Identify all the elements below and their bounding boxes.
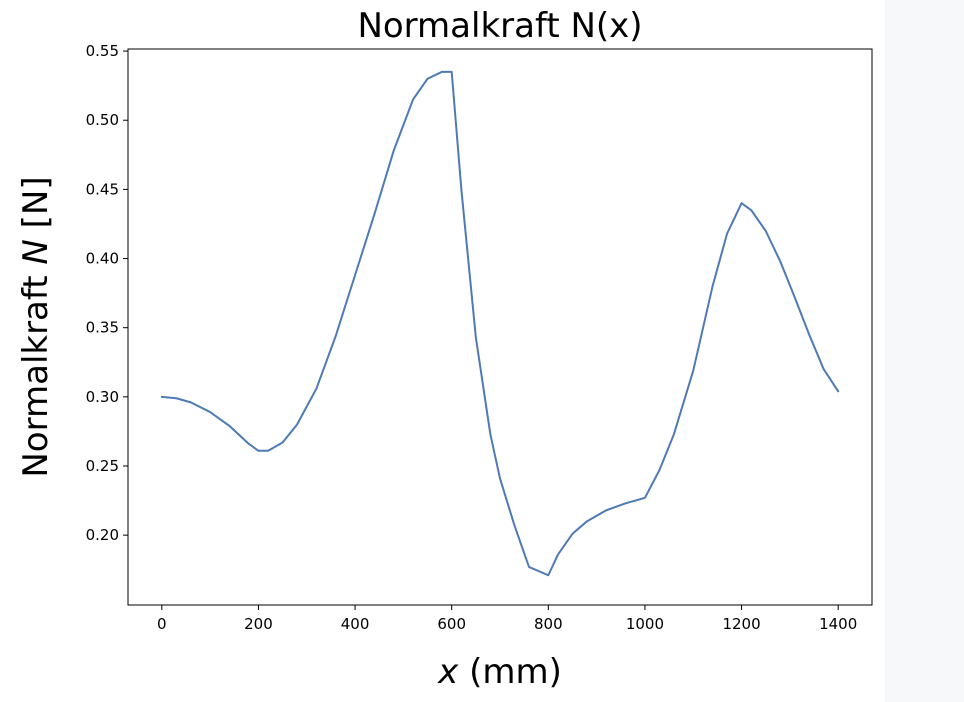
y-tick-label: 0.35 bbox=[86, 319, 119, 337]
y-axis-label-variable: N bbox=[16, 239, 56, 264]
y-tick-label: 0.30 bbox=[86, 388, 119, 406]
plot-frame bbox=[127, 48, 873, 606]
side-panel bbox=[885, 0, 964, 702]
axis-ticks: 0 200 400 600 800 1000 1200 1400 0.20 0.25 0.30 0.3… bbox=[86, 42, 858, 633]
x-tick-label: 400 bbox=[341, 615, 370, 633]
y-tick-label: 0.45 bbox=[86, 180, 119, 198]
y-axis-label: Normalkraft N [N] bbox=[16, 176, 56, 477]
x-tick-label: 800 bbox=[534, 615, 563, 633]
x-tick-label: 1200 bbox=[722, 615, 760, 633]
y-axis-label-unit: [N] bbox=[16, 176, 56, 239]
x-tick-label: 0 bbox=[157, 615, 167, 633]
y-tick-label: 0.20 bbox=[86, 526, 119, 544]
y-axis-label-prefix: Normalkraft bbox=[16, 265, 56, 478]
x-tick-label: 200 bbox=[244, 615, 273, 633]
chart: Normalkraft N(x) Normalkraft N [N] x (mm… bbox=[16, 6, 873, 692]
y-tick-label: 0.40 bbox=[86, 250, 119, 268]
y-tick-label: 0.25 bbox=[86, 457, 119, 475]
x-axis-label-variable: x bbox=[437, 652, 459, 692]
x-tick-label: 1000 bbox=[626, 615, 664, 633]
chart-title: Normalkraft N(x) bbox=[357, 6, 642, 46]
x-axis-label: x (mm) bbox=[437, 652, 562, 692]
x-tick-label: 1400 bbox=[819, 615, 857, 633]
series-line bbox=[160, 70, 840, 577]
plot-lines bbox=[160, 70, 840, 577]
x-tick-label: 600 bbox=[437, 615, 466, 633]
y-tick-label: 0.50 bbox=[86, 111, 119, 129]
y-tick-label: 0.55 bbox=[86, 42, 119, 60]
x-axis-label-unit: (mm) bbox=[458, 652, 562, 692]
